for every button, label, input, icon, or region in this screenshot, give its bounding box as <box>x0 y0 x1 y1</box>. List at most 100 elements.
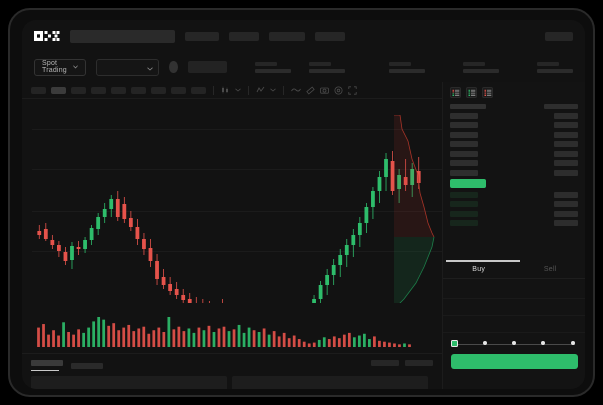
orderbook-bids[interactable] <box>443 191 585 227</box>
active-tab-indicator <box>446 260 521 262</box>
slider-step-25[interactable] <box>483 341 487 345</box>
orders-positions-panel <box>22 353 442 389</box>
timeframe-button-4[interactable] <box>91 86 106 94</box>
bottom-content-block-2[interactable] <box>232 376 428 389</box>
nav-item-4[interactable] <box>315 31 345 41</box>
ruler-icon[interactable] <box>306 86 315 95</box>
bottom-panel-content <box>31 376 433 389</box>
chevron-down-icon <box>73 64 79 71</box>
orderbook-bid-row[interactable] <box>450 191 578 198</box>
timeframe-button-1[interactable] <box>31 86 46 94</box>
toolbar-divider <box>213 85 214 95</box>
order-book-depth-overlay <box>394 115 442 303</box>
timeframe-button-6[interactable] <box>131 86 146 94</box>
market-header: Spot Trading <box>22 52 585 82</box>
slider-step-100[interactable] <box>571 341 575 345</box>
order-field-total[interactable] <box>443 316 585 333</box>
market-stat-1 <box>255 61 291 73</box>
order-field-price[interactable] <box>443 282 585 299</box>
chevron-down-icon[interactable] <box>270 88 276 92</box>
bottom-action-1[interactable] <box>371 360 399 366</box>
orderbook-current-price <box>443 176 585 191</box>
orderbook-mode-asks-icon[interactable] <box>482 87 493 98</box>
nav-item-5[interactable] <box>545 31 573 41</box>
order-field-amount[interactable] <box>443 299 585 316</box>
bottom-content-block-1[interactable] <box>31 376 227 389</box>
chart-gridline <box>32 169 442 170</box>
slider-handle[interactable] <box>451 340 458 347</box>
global-search-input[interactable] <box>70 29 175 43</box>
chevron-down-icon <box>147 58 153 76</box>
orderbook-mode-both-icon[interactable] <box>450 87 461 98</box>
orderbook-ask-row[interactable] <box>450 141 578 148</box>
market-stat-2 <box>309 61 345 73</box>
tab-order-history[interactable] <box>71 362 103 369</box>
trading-pair-select[interactable] <box>96 58 160 76</box>
line-tool-icon[interactable] <box>291 87 301 93</box>
chart-toolbar <box>22 82 442 99</box>
market-stat-4 <box>463 61 499 73</box>
tab-open-orders[interactable] <box>31 360 63 366</box>
fullscreen-icon[interactable] <box>348 85 357 95</box>
bottom-action-2[interactable] <box>405 360 433 366</box>
toolbar-divider-3 <box>283 85 284 95</box>
submit-buy-button[interactable] <box>451 354 578 369</box>
slider-step-50[interactable] <box>512 341 516 345</box>
settings-icon[interactable] <box>334 86 343 95</box>
order-form-fields <box>443 282 585 333</box>
spot-trading-dropdown[interactable]: Spot Trading <box>34 58 87 76</box>
bottom-panel-actions <box>371 360 433 366</box>
timeframe-button-8[interactable] <box>171 86 186 94</box>
orderbook-mode-bids-icon[interactable] <box>466 87 477 98</box>
orderbook-asks[interactable] <box>443 109 585 176</box>
orderbook-col-amount <box>544 104 578 109</box>
trading-side-panel: Buy Sell <box>442 82 585 389</box>
okx-logo-icon[interactable] <box>34 31 60 41</box>
active-tab-underline <box>31 370 59 371</box>
tab-sell[interactable]: Sell <box>543 265 557 273</box>
indicators-icon[interactable] <box>256 86 265 94</box>
orderbook-bid-row[interactable] <box>450 201 578 208</box>
device-frame: Spot Trading <box>8 8 595 397</box>
last-price-value <box>187 61 227 73</box>
price-chart[interactable] <box>22 99 442 303</box>
orderbook-ask-row[interactable] <box>450 169 578 176</box>
orderbook-display-modes <box>443 82 585 102</box>
orderbook-ask-row[interactable] <box>450 160 578 167</box>
timeframe-button-5[interactable] <box>111 86 126 94</box>
candlestick-type-icon[interactable] <box>221 86 230 94</box>
nav-item-2[interactable] <box>229 31 259 41</box>
orderbook-ask-row[interactable] <box>450 112 578 119</box>
chart-gridline <box>32 251 442 252</box>
chart-gridline <box>32 211 442 212</box>
orderbook-ask-row[interactable] <box>450 122 578 129</box>
order-form-tabs: Buy Sell <box>443 260 585 279</box>
slider-step-75[interactable] <box>541 341 545 345</box>
orderbook-bid-row[interactable] <box>450 220 578 227</box>
timeframe-button-7[interactable] <box>151 86 166 94</box>
tab-buy[interactable]: Buy <box>472 265 486 273</box>
amount-percent-slider[interactable] <box>451 340 578 348</box>
chevron-down-icon[interactable] <box>235 88 241 92</box>
chart-gridline <box>32 129 442 130</box>
camera-icon[interactable] <box>320 86 329 94</box>
bottom-panel-tabs <box>31 360 433 371</box>
nav-item-3[interactable] <box>269 31 305 41</box>
timeframe-button-9[interactable] <box>191 86 206 94</box>
nav-item-1[interactable] <box>185 31 219 41</box>
orderbook-ask-row[interactable] <box>450 131 578 138</box>
orderbook-ask-row[interactable] <box>450 150 578 157</box>
spot-trading-label: Spot Trading <box>42 60 67 74</box>
market-stat-3 <box>389 61 425 73</box>
timeframe-button-2[interactable] <box>51 86 66 94</box>
timeframe-button-3[interactable] <box>71 86 86 94</box>
toolbar-divider-2 <box>248 85 249 95</box>
orderbook-col-price <box>450 104 486 109</box>
coin-avatar-icon <box>169 61 178 73</box>
candlestick-series <box>37 151 421 303</box>
volume-chart[interactable] <box>22 303 442 353</box>
market-stat-5 <box>537 61 573 73</box>
app-screen: Spot Trading <box>22 20 585 389</box>
orderbook-bid-row[interactable] <box>450 210 578 217</box>
